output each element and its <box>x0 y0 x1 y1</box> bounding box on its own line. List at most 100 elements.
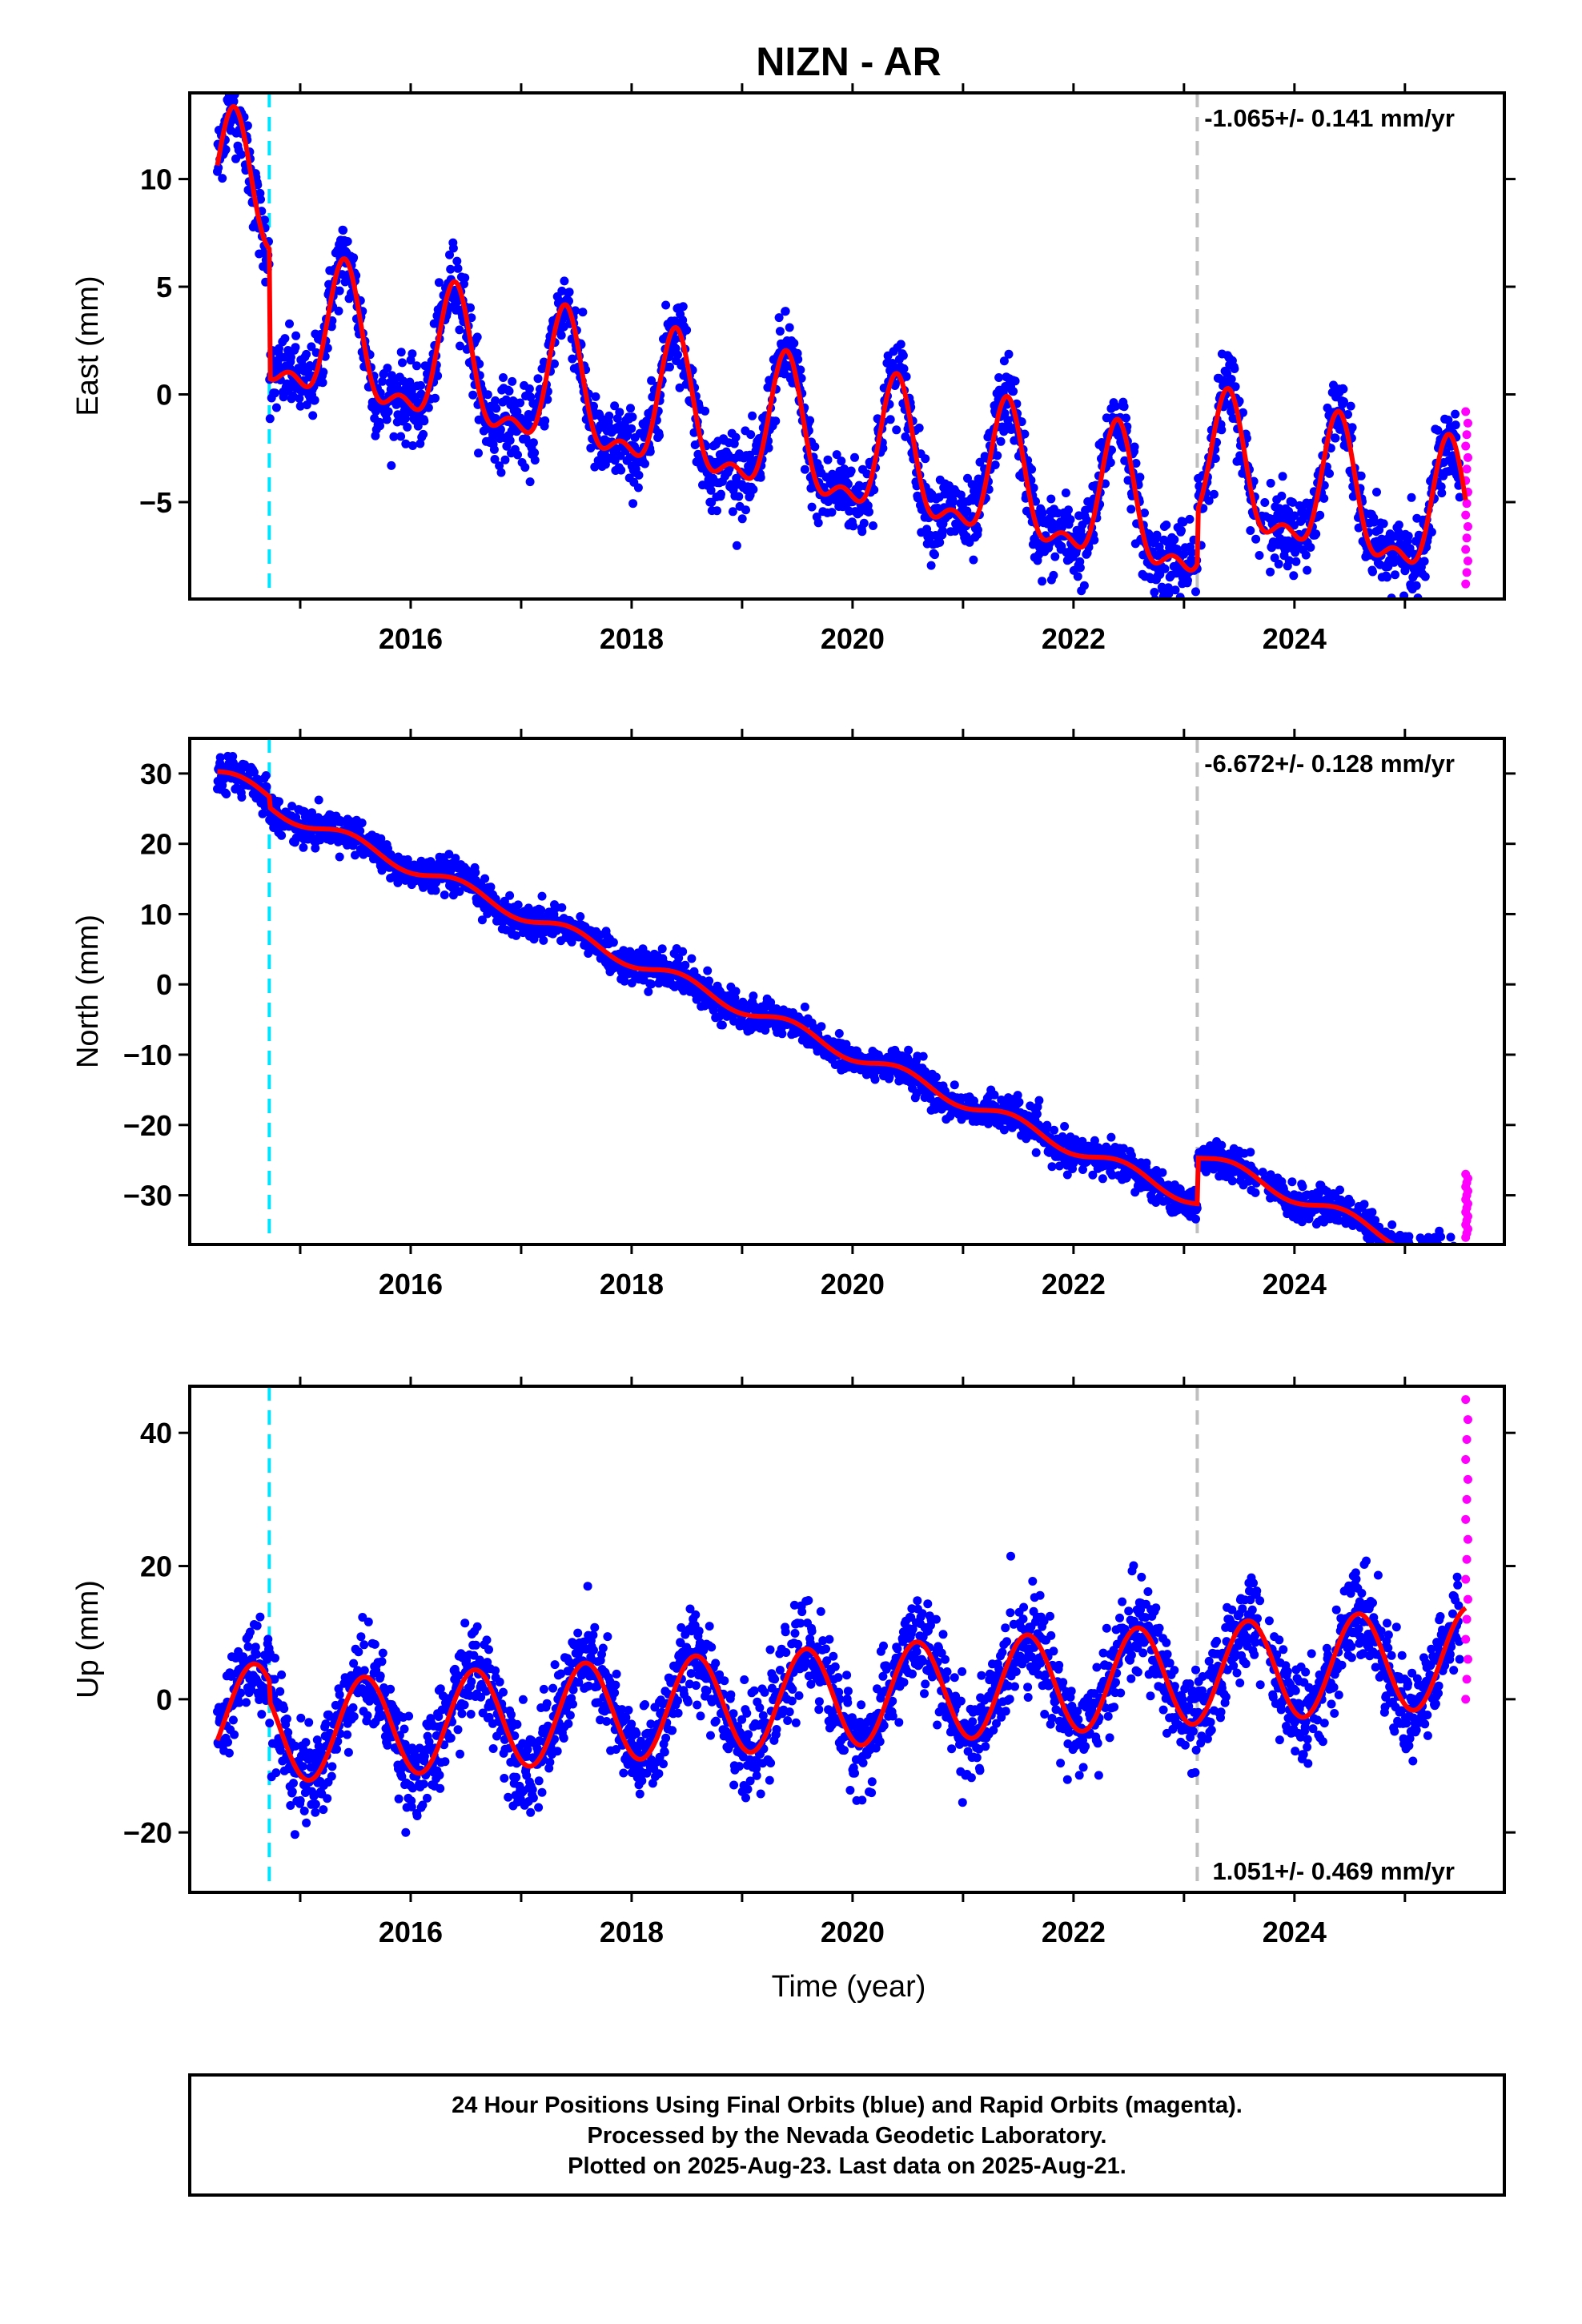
y-tick-label: 0 <box>156 379 172 412</box>
final-orbit-point <box>1391 1251 1400 1260</box>
final-orbit-point <box>1185 514 1195 524</box>
rapid-orbit-point <box>1463 452 1472 462</box>
final-orbit-point <box>528 438 538 448</box>
final-orbit-point <box>576 912 585 921</box>
final-orbit-point <box>568 354 577 364</box>
final-orbit-point <box>823 455 833 464</box>
final-orbit-point <box>214 163 223 172</box>
final-orbit-point <box>486 883 496 892</box>
final-orbit-point <box>1131 459 1141 468</box>
final-orbit-point <box>1371 1216 1380 1225</box>
final-orbit-point <box>713 506 721 516</box>
final-orbit-point <box>628 499 638 509</box>
final-orbit-point <box>1188 624 1197 633</box>
final-orbit-point <box>673 350 682 360</box>
final-orbit-point <box>228 81 237 90</box>
final-orbit-point <box>1119 402 1129 412</box>
final-orbit-point <box>504 386 514 396</box>
final-orbit-point <box>403 422 412 432</box>
final-orbit-point <box>1339 397 1348 406</box>
rapid-orbit-point <box>1461 510 1471 520</box>
final-orbit-point <box>1415 1260 1423 1269</box>
final-orbit-point <box>524 384 534 393</box>
final-orbit-point <box>934 1098 944 1107</box>
final-orbit-point <box>640 459 649 468</box>
final-orbit-point <box>560 276 569 286</box>
final-orbit-point <box>1107 1170 1117 1180</box>
final-orbit-point <box>1014 1097 1024 1107</box>
final-orbit-point <box>1430 1258 1439 1267</box>
final-orbit-point <box>452 256 462 266</box>
final-orbit-point <box>1387 1220 1397 1229</box>
x-tick-label: 2022 <box>1042 622 1106 655</box>
final-orbit-point <box>227 78 236 87</box>
final-orbit-point <box>1227 375 1236 384</box>
final-orbit-point <box>508 376 517 386</box>
final-orbit-point <box>315 835 325 845</box>
final-orbit-point <box>1082 516 1091 525</box>
rapid-orbit-point <box>1461 407 1471 416</box>
final-orbit-point <box>832 450 841 460</box>
y-axis-label: East (mm) <box>71 275 105 416</box>
final-orbit-point <box>616 465 626 475</box>
x-tick-label: 2018 <box>600 622 664 655</box>
final-orbit-point <box>295 394 304 403</box>
final-orbit-point <box>1217 1140 1227 1150</box>
rapid-orbit-point <box>1462 464 1472 474</box>
final-orbit-point <box>813 518 823 528</box>
final-orbit-point <box>349 253 359 263</box>
final-orbit-point <box>1311 529 1321 539</box>
final-orbit-point <box>401 439 411 448</box>
final-orbit-point <box>1335 1185 1344 1195</box>
final-orbit-point <box>1075 563 1085 573</box>
final-orbit-point <box>962 506 972 516</box>
final-orbit-point <box>990 1090 999 1100</box>
final-orbit-point <box>661 300 671 310</box>
final-orbit-point <box>1383 1252 1392 1261</box>
final-orbit-point <box>1277 491 1287 501</box>
final-orbit-point <box>291 343 300 352</box>
final-orbit-point <box>1439 1256 1448 1265</box>
final-orbit-point <box>975 457 985 467</box>
final-orbit-point <box>318 378 327 388</box>
final-orbit-point <box>1347 423 1357 432</box>
final-orbit-point <box>647 376 656 385</box>
final-orbit-point <box>1443 1252 1452 1261</box>
final-orbit-point <box>1170 585 1180 595</box>
final-orbit-point <box>1049 570 1058 580</box>
final-orbit-point <box>730 993 740 1003</box>
final-orbit-point <box>1246 1148 1255 1157</box>
final-orbit-point <box>918 1051 928 1061</box>
model-fit-line <box>215 104 1468 573</box>
final-orbit-point <box>1440 1261 1449 1270</box>
final-orbit-point <box>800 464 809 474</box>
final-orbit-point <box>705 976 714 986</box>
final-orbit-point <box>253 180 263 190</box>
final-orbit-point <box>1209 489 1219 499</box>
final-orbit-point <box>1278 472 1287 481</box>
final-orbit-point <box>834 1029 844 1038</box>
final-orbit-point <box>904 1045 913 1055</box>
final-orbit-point <box>1057 541 1066 551</box>
final-orbit-point <box>608 938 618 947</box>
final-orbit-point <box>800 1002 809 1011</box>
final-orbit-point <box>256 195 265 204</box>
final-orbit-point <box>1414 1257 1423 1266</box>
final-orbit-point <box>1406 1245 1415 1254</box>
final-orbit-point <box>1291 557 1301 566</box>
final-orbit-point <box>1098 1174 1107 1184</box>
final-orbit-point <box>793 355 803 364</box>
final-orbit-point <box>1420 1254 1429 1263</box>
final-orbit-point <box>1204 496 1214 505</box>
final-orbit-point <box>625 452 635 462</box>
final-orbit-point <box>912 1088 921 1098</box>
final-orbit-point <box>610 401 620 411</box>
final-orbit-point <box>678 947 688 956</box>
final-orbit-point <box>1020 429 1030 439</box>
final-orbit-point <box>434 278 444 287</box>
final-orbit-point <box>227 79 235 88</box>
final-orbit-point <box>357 818 367 828</box>
rapid-orbit-point <box>1461 579 1471 589</box>
